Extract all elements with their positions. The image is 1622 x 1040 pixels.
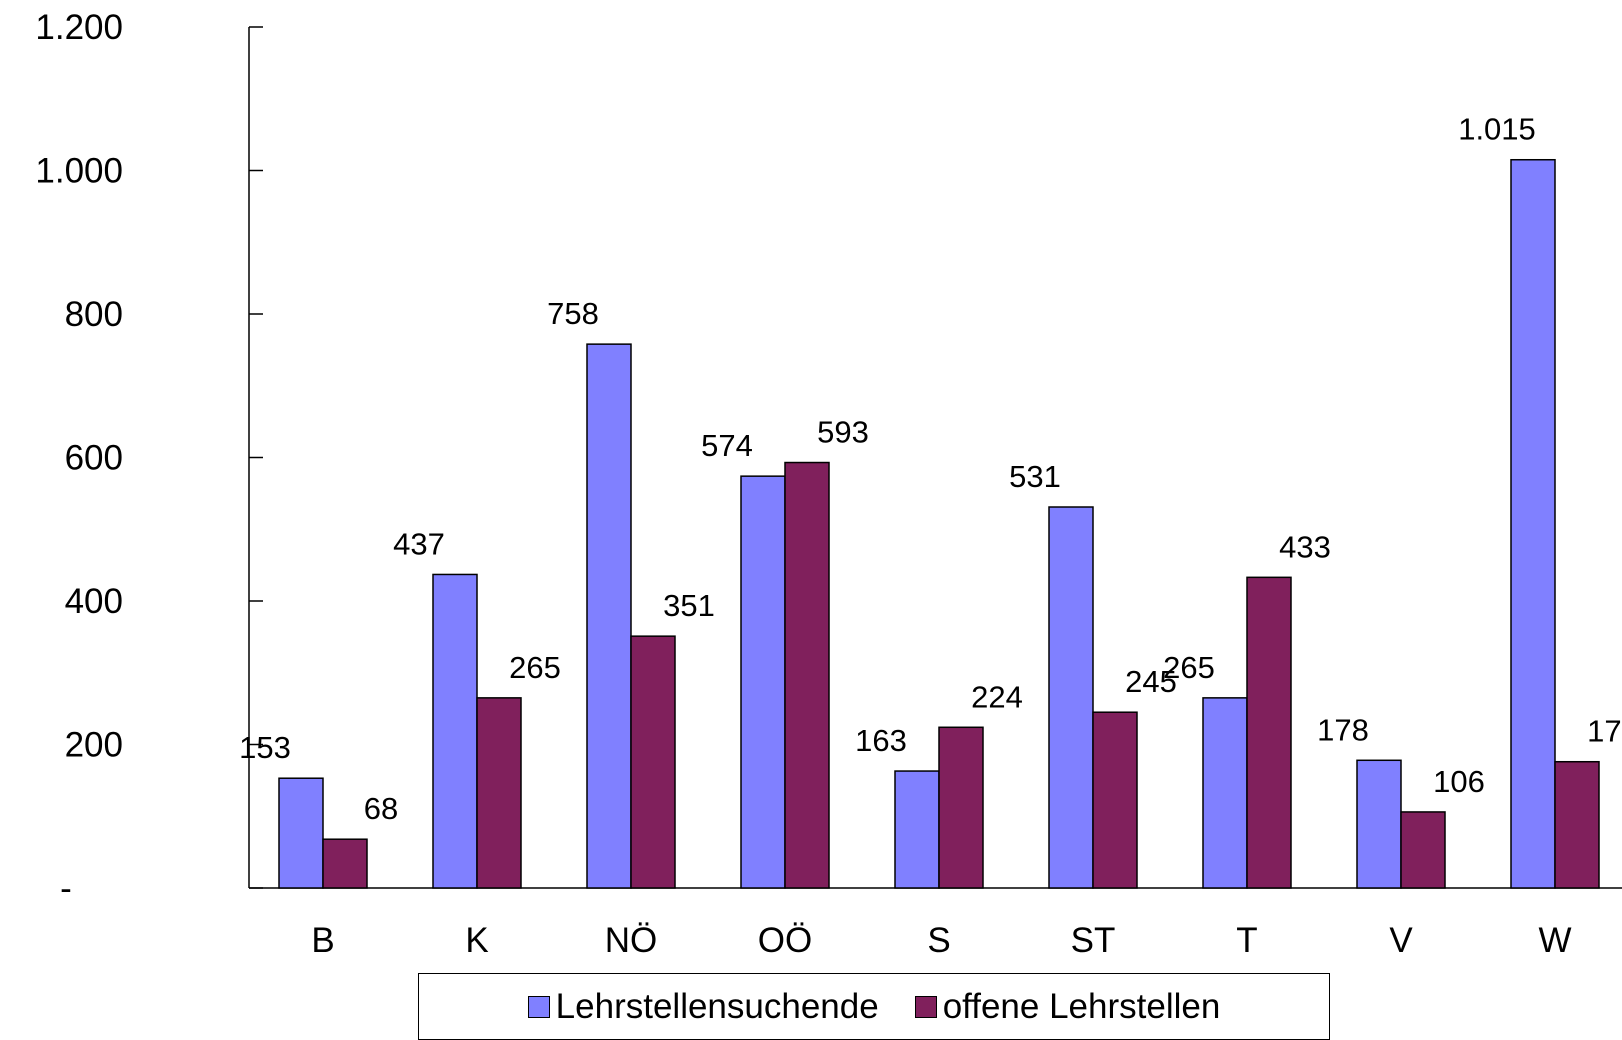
- bar-offene-lehrstellen-6: [1246, 576, 1292, 889]
- bar-lehrstellensuchende-5: [1048, 506, 1094, 889]
- data-label: 265: [1163, 650, 1215, 685]
- category-label: T: [1236, 921, 1257, 960]
- chart-legend: Lehrstellensuchende offene Lehrstellen: [418, 973, 1330, 1040]
- bar-offene-lehrstellen-1: [476, 697, 522, 889]
- data-label: 758: [547, 296, 599, 331]
- data-label: 531: [1009, 459, 1061, 494]
- legend-item-lehrstellensuchende: Lehrstellensuchende: [527, 986, 879, 1027]
- bar-lehrstellensuchende-6: [1202, 697, 1248, 889]
- legend-item-offene-lehrstellen: offene Lehrstellen: [914, 986, 1221, 1027]
- legend-label-offene-lehrstellen: offene Lehrstellen: [942, 986, 1221, 1026]
- bar-lehrstellensuchende-4: [894, 770, 940, 889]
- y-tick-label: 600: [65, 439, 123, 478]
- bar-lehrstellensuchende-7: [1356, 759, 1402, 889]
- data-label: 574: [701, 428, 753, 463]
- y-tick-label: 800: [65, 295, 123, 334]
- bar-offene-lehrstellen-4: [938, 726, 984, 889]
- category-label: S: [927, 921, 950, 960]
- bar-lehrstellensuchende-8: [1510, 158, 1556, 889]
- legend-label-lehrstellensuchende: Lehrstellensuchende: [555, 986, 879, 1026]
- bar-offene-lehrstellen-0: [322, 838, 368, 889]
- bar-lehrstellensuchende-0: [278, 777, 324, 889]
- bar-offene-lehrstellen-5: [1092, 711, 1138, 889]
- data-label: 163: [855, 723, 907, 758]
- data-label: 153: [239, 730, 291, 765]
- bar-lehrstellensuchende-3: [740, 475, 786, 889]
- data-label: 106: [1433, 764, 1485, 799]
- legend-swatch-offene-lehrstellen: [914, 995, 937, 1018]
- y-tick-label: 1.200: [35, 8, 123, 47]
- bar-offene-lehrstellen-8: [1554, 760, 1600, 889]
- data-label: 68: [364, 791, 398, 826]
- bar-lehrstellensuchende-2: [586, 343, 632, 889]
- bar-chart: - 200 400 600 800 1.000 1.200 153 68 B 437 265 K 758 3…: [35, 8, 1622, 960]
- bar-offene-lehrstellen-3: [784, 461, 830, 889]
- category-label: OÖ: [758, 921, 812, 960]
- data-label: 433: [1279, 529, 1331, 564]
- y-tick-label: 400: [65, 582, 123, 621]
- category-label: K: [465, 921, 488, 960]
- category-label: ST: [1071, 921, 1116, 960]
- bar-offene-lehrstellen-2: [630, 635, 676, 889]
- data-label: 437: [393, 526, 445, 561]
- data-label: 1.015: [1458, 112, 1536, 147]
- data-label: 593: [817, 415, 869, 450]
- data-label: 224: [971, 679, 1023, 714]
- data-label: 265: [509, 650, 561, 685]
- y-tick-label: 200: [65, 726, 123, 765]
- category-label: NÖ: [605, 921, 658, 960]
- category-label: W: [1538, 921, 1571, 960]
- legend-swatch-lehrstellensuchende: [527, 995, 550, 1018]
- category-label: B: [311, 921, 334, 960]
- category-label: V: [1389, 921, 1413, 960]
- y-tick-label: 1.000: [35, 152, 123, 191]
- bar-offene-lehrstellen-7: [1400, 811, 1446, 889]
- data-label: 351: [663, 588, 715, 623]
- data-label: 245: [1125, 664, 1177, 699]
- bar-lehrstellensuchende-1: [432, 573, 478, 889]
- data-label: 176: [1587, 714, 1622, 749]
- data-label: 178: [1317, 712, 1369, 747]
- y-tick-label: -: [60, 869, 72, 908]
